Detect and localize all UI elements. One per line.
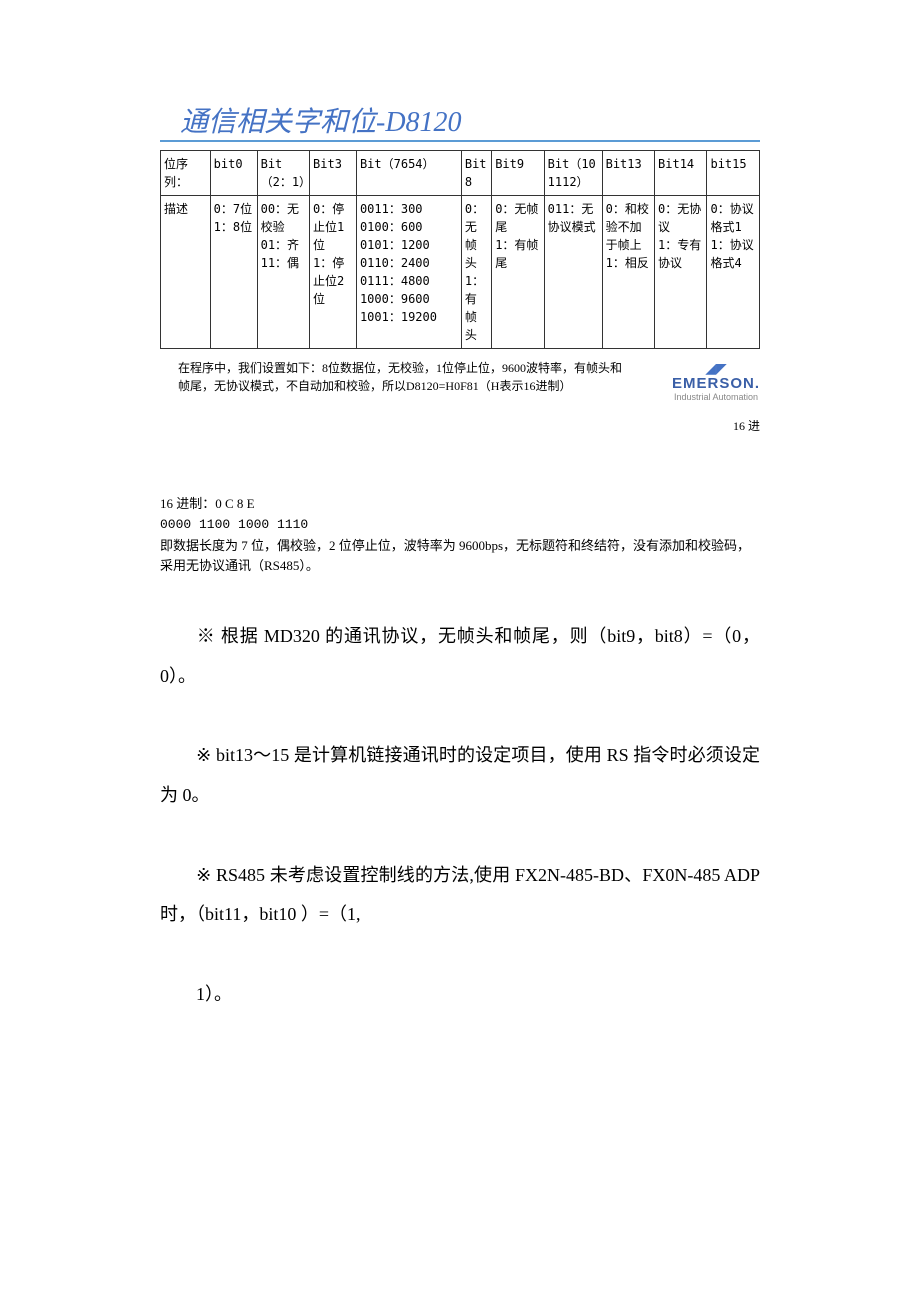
table-header-cell: bit15 bbox=[707, 151, 760, 196]
table-cell: 0：无协议 1：专有协议 bbox=[655, 196, 707, 349]
table-cell: 0：7位 1：8位 bbox=[210, 196, 257, 349]
explanation-line: 即数据长度为 7 位，偶校验，2 位停止位，波特率为 9600bps，无标题符和… bbox=[160, 536, 760, 578]
table-header-cell: Bit3 bbox=[310, 151, 357, 196]
logo-subtitle: Industrial Automation bbox=[672, 392, 760, 402]
paragraph-2: ※ bit13～15 是计算机链接通讯时的设定项目，使用 RS 指令时必须设定为… bbox=[160, 736, 760, 815]
emerson-logo: ◢◤ EMERSON. Industrial Automation bbox=[672, 365, 760, 402]
paragraph-4-text: 1）。 bbox=[196, 984, 232, 1004]
right-margin-note: 16 进 bbox=[160, 417, 760, 434]
table-header-cell: bit0 bbox=[210, 151, 257, 196]
table-header-cell: Bit8 bbox=[461, 151, 491, 196]
bit-definition-table: 位序列：bit0Bit（2：1）Bit3Bit（7654）Bit8Bit9Bit… bbox=[160, 150, 760, 349]
table-cell: 0：协议格式1 1：协议格式4 bbox=[707, 196, 760, 349]
table-row: 描述0：7位 1：8位00：无校验 01：齐 11：偶0：停止位1位 1：停止位… bbox=[161, 196, 760, 349]
paragraph-4: 1）。 bbox=[160, 975, 760, 1015]
binary-line: 0000 1100 1000 1110 bbox=[160, 515, 760, 536]
table-cell: 0：无帧头 1：有帧头 bbox=[461, 196, 491, 349]
table-header-cell: Bit（7654） bbox=[356, 151, 461, 196]
hex-line: 16 进制：0 C 8 E bbox=[160, 494, 760, 515]
table-header-cell: 位序列： bbox=[161, 151, 211, 196]
table-cell: 00：无校验 01：齐 11：偶 bbox=[257, 196, 309, 349]
paragraph-1: ※ 根据 MD320 的通讯协议，无帧头和帧尾，则（bit9，bit8）=（0，… bbox=[160, 617, 760, 696]
table-cell: 0：停止位1位 1：停止位2位 bbox=[310, 196, 357, 349]
table-cell: 011：无协议模式 bbox=[544, 196, 602, 349]
table-header-cell: Bit13 bbox=[602, 151, 654, 196]
logo-icon: ◢◤ bbox=[672, 365, 760, 375]
table-header-cell: Bit（101112） bbox=[544, 151, 602, 196]
paragraph-3: ※ RS485 未考虑设置控制线的方法,使用 FX2N-485-BD、FX0N-… bbox=[160, 856, 760, 935]
table-header-row: 位序列：bit0Bit（2：1）Bit3Bit（7654）Bit8Bit9Bit… bbox=[161, 151, 760, 196]
table-cell: 0011：300 0100：600 0101：1200 0110：2400 01… bbox=[356, 196, 461, 349]
section-title-wrap: 通信相关字和位-D8120 bbox=[160, 100, 760, 142]
section-title: 通信相关字和位-D8120 bbox=[180, 107, 462, 138]
paragraph-2-text: ※ bit13～15 是计算机链接通讯时的设定项目，使用 RS 指令时必须设定为… bbox=[160, 745, 760, 805]
paragraph-3-text: ※ RS485 未考虑设置控制线的方法,使用 FX2N-485-BD、FX0N-… bbox=[160, 865, 760, 925]
logo-brand: EMERSON. bbox=[672, 375, 760, 392]
table-cell: 0：无帧尾 1：有帧尾 bbox=[492, 196, 544, 349]
table-header-cell: Bit（2：1） bbox=[257, 151, 309, 196]
table-cell: 0：和校验不加于帧上 1：相反 bbox=[602, 196, 654, 349]
row-label: 描述 bbox=[161, 196, 211, 349]
paragraph-1-text: ※ 根据 MD320 的通讯协议，无帧头和帧尾，则（bit9，bit8）=（0，… bbox=[160, 626, 760, 686]
table-header-cell: Bit9 bbox=[492, 151, 544, 196]
table-header-cell: Bit14 bbox=[655, 151, 707, 196]
table-caption: 在程序中，我们设置如下：8位数据位，无校验，1位停止位，9600波特率，有帧头和… bbox=[178, 359, 628, 395]
